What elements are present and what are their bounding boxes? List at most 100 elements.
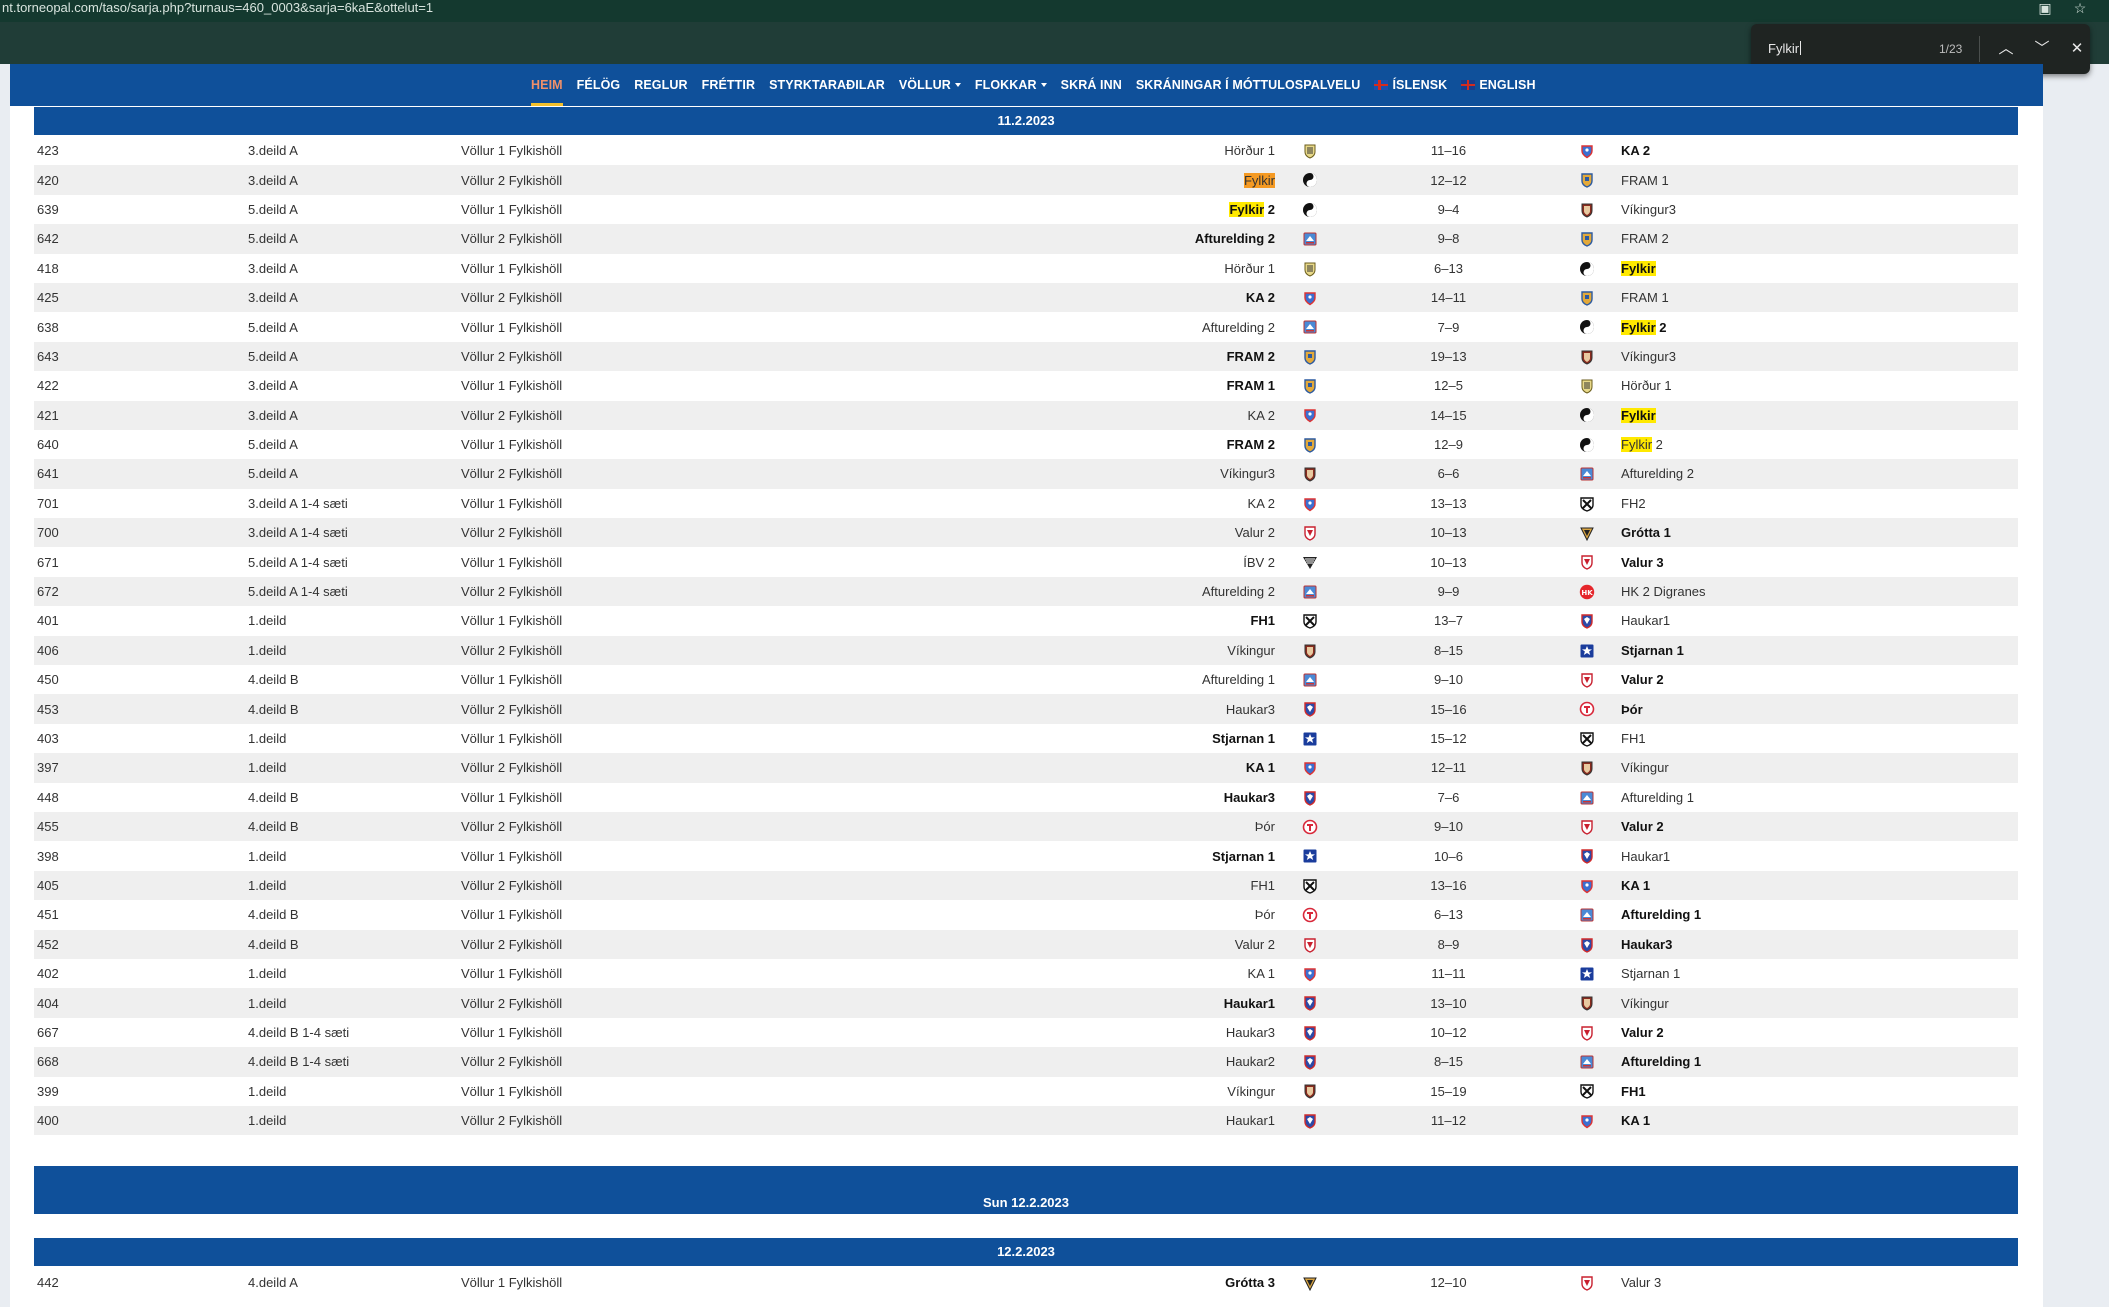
score[interactable]: 15–16 [1341,694,1556,724]
game-row[interactable]: 400 1.deild Völlur 2 Fylkishöll Haukar1 11–1… [34,1105,2018,1136]
away-team[interactable]: Þór [1618,694,2018,724]
nav-item-skráningar-í-móttulospalvelu[interactable]: SKRÁNINGAR Í MÓTTULOSPALVELU [1129,64,1368,106]
division-text[interactable]: 5.deild A [248,466,298,482]
game-row[interactable]: 643 5.deild A Völlur 2 Fylkishöll FRAM 2 19–… [34,341,2018,372]
venue[interactable]: Völlur 1 Fylkishöll [461,489,861,518]
division[interactable]: 1.deild [248,1077,461,1106]
division[interactable]: 4.deild B [248,900,461,929]
division[interactable]: 4.deild B [248,694,461,724]
game-row[interactable]: 668 4.deild B 1-4 sæti Völlur 2 Fylkishöll… [34,1047,2018,1077]
home-team-text[interactable]: KA 1 [1245,760,1275,776]
venue[interactable]: Völlur 1 Fylkishöll [461,195,861,224]
game-row[interactable]: 700 3.deild A 1-4 sæti Völlur 2 Fylkishöll… [34,518,2018,548]
venue[interactable]: Völlur 2 Fylkishöll [461,753,861,783]
score-text[interactable]: 10–12 [1430,1024,1467,1040]
away-team[interactable]: KA 1 [1618,870,2018,901]
home-team-text[interactable]: Víkingur [1227,1083,1275,1099]
division-text[interactable]: 3.deild A [248,290,298,306]
score-text[interactable]: 9–4 [1437,201,1460,217]
division-text[interactable]: 5.deild A 1-4 sæti [248,584,348,600]
home-team-text[interactable]: Stjarnan 1 [1212,848,1275,864]
division[interactable]: 1.deild [248,635,461,666]
venue-text[interactable]: Völlur 2 Fylkishöll [461,819,563,835]
away-team-text[interactable]: Fylkir [1621,260,1656,276]
nav-item-reglur[interactable]: REGLUR [627,64,694,106]
score-text[interactable]: 7–6 [1437,789,1460,805]
venue-text[interactable]: Völlur 1 Fylkishöll [461,1275,563,1291]
game-row[interactable]: 639 5.deild A Völlur 1 Fylkishöll Fylkir 2 9… [34,195,2018,224]
venue-text[interactable]: Völlur 1 Fylkishöll [461,848,563,864]
home-team[interactable]: Hörður 1 [861,136,1279,165]
division[interactable]: 1.deild [248,1105,461,1136]
away-team[interactable]: Stjarnan 1 [1618,959,2018,988]
away-team[interactable]: Valur 2 [1618,1018,2018,1047]
home-team[interactable]: Afturelding 2 [861,224,1279,254]
home-team[interactable]: KA 2 [861,282,1279,313]
game-row[interactable]: 641 5.deild A Völlur 2 Fylkishöll Víkingur3… [34,459,2018,489]
home-team-text[interactable]: Fylkir [1243,172,1275,188]
venue[interactable]: Völlur 1 Fylkishöll [461,371,861,400]
score-text[interactable]: 9–10 [1434,819,1463,835]
venue-text[interactable]: Völlur 2 Fylkishöll [461,642,563,658]
away-team[interactable]: Fylkir [1618,400,2018,430]
venue[interactable]: Völlur 1 Fylkishöll [461,1077,861,1106]
score-text[interactable]: 8–9 [1437,936,1460,952]
away-team[interactable]: Stjarnan 1 [1618,635,2018,666]
score[interactable]: 12–10 [1341,1268,1556,1297]
division-text[interactable]: 4.deild B [248,672,299,688]
home-team-text[interactable]: Hörður 1 [1224,260,1275,276]
home-team-text[interactable]: Haukar1 [1223,995,1275,1011]
score-text[interactable]: 8–15 [1434,1054,1463,1070]
venue[interactable]: Völlur 2 Fylkishöll [461,341,861,372]
home-team[interactable]: KA 2 [861,400,1279,430]
game-row[interactable]: 667 4.deild B 1-4 sæti Völlur 1 Fylkishöll… [34,1018,2018,1047]
venue[interactable]: Völlur 1 Fylkishöll [461,783,861,812]
score[interactable]: 15–19 [1341,1077,1556,1106]
away-team[interactable]: Valur 2 [1618,665,2018,694]
score[interactable]: 12–5 [1341,371,1556,400]
nav-item-english[interactable]: ENGLISH [1454,64,1542,106]
score[interactable]: 11–11 [1341,959,1556,988]
away-team-text[interactable]: Afturelding 1 [1621,789,1694,805]
venue[interactable]: Völlur 2 Fylkishöll [461,165,861,195]
home-team-text[interactable]: Valur 2 [1234,936,1275,952]
score[interactable]: 9–4 [1341,195,1556,224]
score-text[interactable]: 12–12 [1430,172,1467,188]
division-text[interactable]: 3.deild A 1-4 sæti [248,495,348,511]
away-team[interactable]: Hörður 1 [1618,371,2018,400]
venue[interactable]: Völlur 1 Fylkishöll [461,547,861,576]
home-team[interactable]: Valur 2 [861,518,1279,548]
game-row[interactable]: 452 4.deild B Völlur 2 Fylkishöll Valur 2 8–… [34,929,2018,959]
home-team-text[interactable]: KA 2 [1247,495,1275,511]
score-text[interactable]: 6–13 [1434,907,1463,923]
division-text[interactable]: 3.deild A [248,378,298,394]
venue[interactable]: Völlur 1 Fylkishöll [461,136,861,165]
home-team-text[interactable]: Valur 2 [1234,525,1275,541]
score[interactable]: 13–13 [1341,489,1556,518]
home-team-text[interactable]: Haukar3 [1225,701,1275,717]
away-team[interactable]: Valur 3 [1618,1268,2018,1297]
game-row[interactable]: 451 4.deild B Völlur 1 Fylkishöll Þór 6–13 Af… [34,900,2018,929]
division[interactable]: 5.deild A [248,224,461,254]
home-team-text[interactable]: Haukar1 [1225,1113,1275,1129]
away-team-text[interactable]: Haukar1 [1621,613,1671,629]
find-input[interactable]: Fylkir [1768,41,1802,56]
score[interactable]: 15–12 [1341,724,1556,753]
home-team[interactable]: FRAM 2 [861,341,1279,372]
home-team[interactable]: Valur 2 [861,929,1279,959]
home-team-text[interactable]: KA 1 [1247,966,1275,982]
score-text[interactable]: 14–15 [1430,407,1467,423]
score[interactable]: 13–7 [1341,606,1556,635]
home-team-text[interactable]: ÍBV 2 [1243,554,1275,570]
away-team[interactable]: Fylkir [1618,254,2018,283]
away-team[interactable]: HK 2 Digranes [1618,576,2018,607]
game-row[interactable]: 422 3.deild A Völlur 1 Fylkishöll FRAM 1 12–… [34,371,2018,400]
away-team-text[interactable]: Stjarnan 1 [1621,642,1684,658]
home-team[interactable]: Haukar1 [861,988,1279,1018]
division[interactable]: 4.deild B [248,811,461,842]
home-team-text[interactable]: Víkingur3 [1220,466,1275,482]
score-text[interactable]: 13–7 [1434,613,1463,629]
home-team-text[interactable]: Víkingur [1227,642,1275,658]
score[interactable]: 19–13 [1341,341,1556,372]
division[interactable]: 1.deild [248,870,461,901]
